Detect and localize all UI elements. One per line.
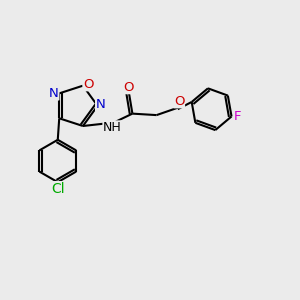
Text: Cl: Cl [51, 182, 64, 196]
Text: O: O [174, 95, 184, 108]
Text: N: N [96, 98, 105, 111]
Text: N: N [49, 87, 59, 100]
Text: O: O [124, 81, 134, 94]
Text: F: F [234, 110, 241, 123]
Text: NH: NH [103, 121, 122, 134]
Text: O: O [83, 78, 94, 91]
